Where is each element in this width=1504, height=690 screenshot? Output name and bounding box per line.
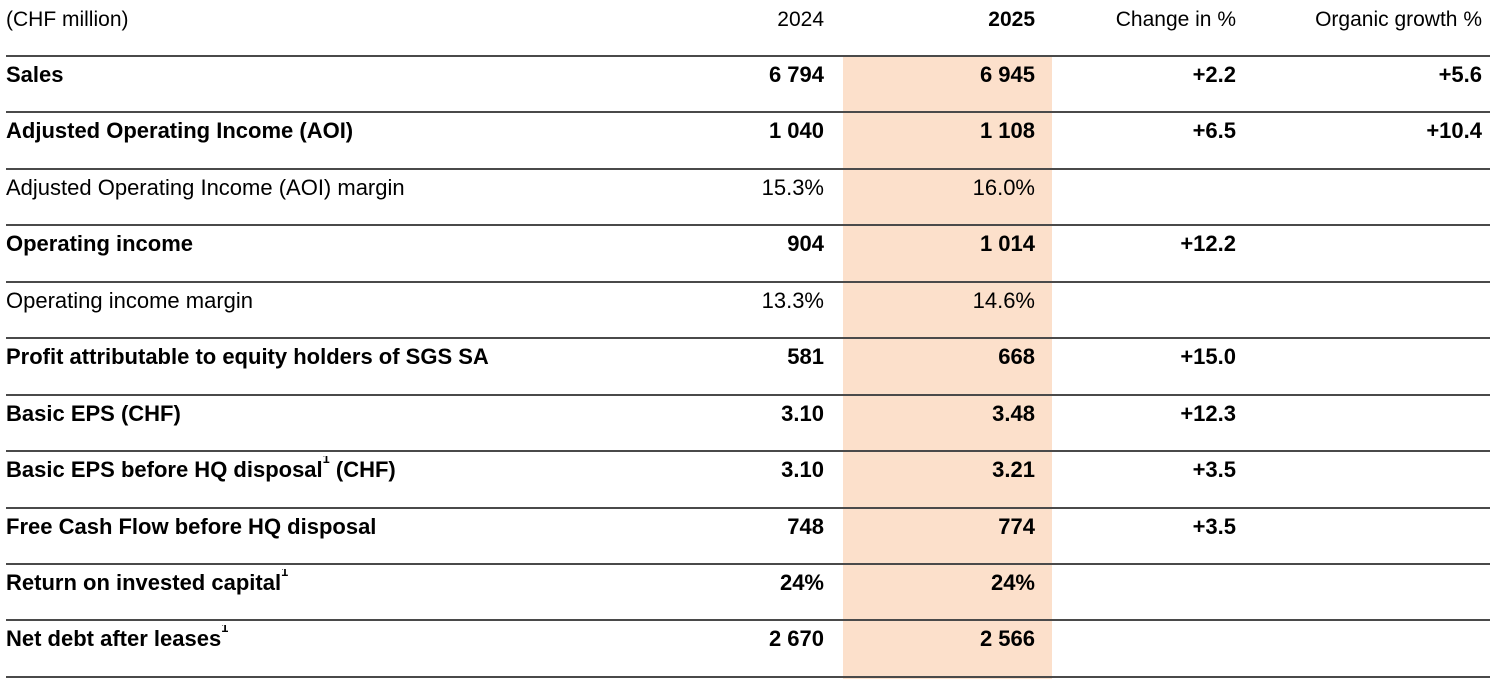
cell-organic-growth-percent (1240, 400, 1490, 450)
row-label: Basic EPS (CHF) (6, 400, 644, 450)
cell-2025: 1 014 (979, 231, 1035, 257)
cell-2024: 15.3% (761, 174, 824, 200)
cell-2025: 16.0% (972, 174, 1035, 200)
table-row: Return on invested capital1 24% 24% (6, 562, 1490, 619)
cell-organic-growth-percent (1240, 287, 1490, 337)
cell-2024: 581 (787, 344, 824, 370)
table-row: Profit attributable to equity holders of… (6, 337, 1490, 393)
cell-change-percent: +2.2 (1192, 62, 1236, 87)
table-row: Net debt after leases1 2 670 2 566 (6, 619, 1490, 675)
row-label-text: Operating income (6, 231, 194, 257)
row-label-text: Operating income margin (6, 287, 254, 313)
table-row: Operating income margin 13.3% 14.6% (6, 280, 1490, 337)
cell-change-percent: +3.5 (1192, 457, 1236, 483)
row-label-text: Basic EPS (CHF) (6, 400, 181, 426)
cell-change-percent: +15.0 (1180, 344, 1236, 370)
cell-2025: 3.21 (992, 457, 1035, 483)
cell-change-percent: +12.2 (1180, 231, 1236, 257)
row-label: Operating income margin (6, 287, 644, 337)
cell-2024: 2 670 (768, 626, 824, 652)
table-body: Sales 6 794 6 945 +2.2 +5.6 Adjusted Ope… (6, 55, 1490, 678)
table-row: Adjusted Operating Income (AOI) margin 1… (6, 167, 1490, 224)
cell-2025: 6 945 (979, 62, 1035, 87)
highlight-band-2025 (843, 55, 1052, 679)
row-label-text: Adjusted Operating Income (AOI) margin (6, 174, 405, 200)
cell-change-percent: +6.5 (1192, 118, 1236, 144)
cell-2024: 1 040 (768, 118, 824, 144)
cell-change-percent: +3.5 (1192, 513, 1236, 539)
cell-2024: 3.10 (781, 457, 824, 483)
financial-table: (CHF million) 2024 2025 Change in % Orga… (6, 0, 1490, 678)
row-label-text: Profit attributable to equity holders of… (6, 344, 489, 370)
row-label-text: Net debt after leases (6, 626, 222, 652)
cell-organic-growth-percent (1240, 456, 1490, 506)
cell-organic-growth-percent: +5.6 (1438, 62, 1482, 87)
row-label-text: Adjusted Operating Income (AOI) (6, 118, 354, 144)
column-header-organic-growth: Organic growth % (1315, 8, 1482, 31)
table-row: Adjusted Operating Income (AOI) 1 040 1 … (6, 111, 1490, 167)
row-label: Adjusted Operating Income (AOI) margin (6, 174, 644, 224)
row-label: Return on invested capital1 (6, 569, 644, 619)
cell-organic-growth-percent (1240, 625, 1490, 675)
row-label-text: Free Cash Flow before HQ disposal (6, 513, 377, 539)
cell-organic-growth-percent (1240, 513, 1490, 563)
row-label-text: Basic EPS before HQ disposal (6, 457, 323, 483)
cell-organic-growth-percent (1240, 343, 1490, 393)
cell-organic-growth-percent (1240, 569, 1490, 619)
cell-2025: 24% (990, 569, 1035, 595)
table-row: Sales 6 794 6 945 +2.2 +5.6 (6, 55, 1490, 111)
cell-2024: 3.10 (781, 400, 824, 426)
cell-2024: 904 (787, 231, 824, 257)
row-label: Sales (6, 61, 644, 111)
cell-2025: 3.48 (992, 400, 1035, 426)
column-header-change: Change in % (1115, 8, 1236, 31)
row-label-text: Sales (6, 62, 64, 87)
unit-label: (CHF million) (6, 8, 129, 31)
cell-2025: 774 (998, 513, 1035, 539)
row-label: Adjusted Operating Income (AOI) (6, 117, 644, 167)
table-header-row: (CHF million) 2024 2025 Change in % Orga… (6, 0, 1490, 55)
cell-change-percent (1035, 625, 1240, 675)
row-label-footnote-marker: 1 (281, 568, 289, 579)
column-header-2025: 2025 (988, 8, 1035, 31)
row-label: Basic EPS before HQ disposal1 (CHF) (6, 456, 644, 506)
row-label: Operating income (6, 230, 644, 280)
cell-2024: 748 (787, 513, 824, 539)
row-label-footnote-marker: 1 (322, 456, 330, 466)
row-label-suffix: (CHF) (329, 457, 396, 483)
cell-2025: 668 (998, 344, 1035, 370)
row-label-text: Return on invested capital (6, 569, 282, 595)
row-label: Profit attributable to equity holders of… (6, 343, 644, 393)
table-row: Basic EPS before HQ disposal1 (CHF) 3.10… (6, 450, 1490, 506)
row-label-footnote-marker: 1 (221, 625, 229, 636)
cell-organic-growth-percent: +10.4 (1426, 118, 1482, 144)
cell-change-percent (1035, 287, 1240, 337)
cell-2025: 2 566 (979, 626, 1035, 652)
cell-organic-growth-percent (1240, 174, 1490, 224)
row-label: Net debt after leases1 (6, 625, 644, 675)
cell-2024: 24% (779, 569, 824, 595)
cell-change-percent (1035, 569, 1240, 619)
cell-change-percent (1035, 174, 1240, 224)
cell-2025: 1 108 (979, 118, 1035, 144)
row-label: Free Cash Flow before HQ disposal (6, 513, 644, 563)
table-row: Operating income 904 1 014 +12.2 (6, 224, 1490, 280)
cell-organic-growth-percent (1240, 230, 1490, 280)
cell-2025: 14.6% (972, 287, 1035, 313)
table-row: Free Cash Flow before HQ disposal 748 77… (6, 506, 1490, 563)
cell-2024: 13.3% (761, 287, 824, 313)
column-header-2024: 2024 (777, 8, 824, 31)
cell-2024: 6 794 (768, 62, 824, 87)
cell-change-percent: +12.3 (1180, 400, 1236, 426)
table-row: Basic EPS (CHF) 3.10 3.48 +12.3 (6, 393, 1490, 450)
